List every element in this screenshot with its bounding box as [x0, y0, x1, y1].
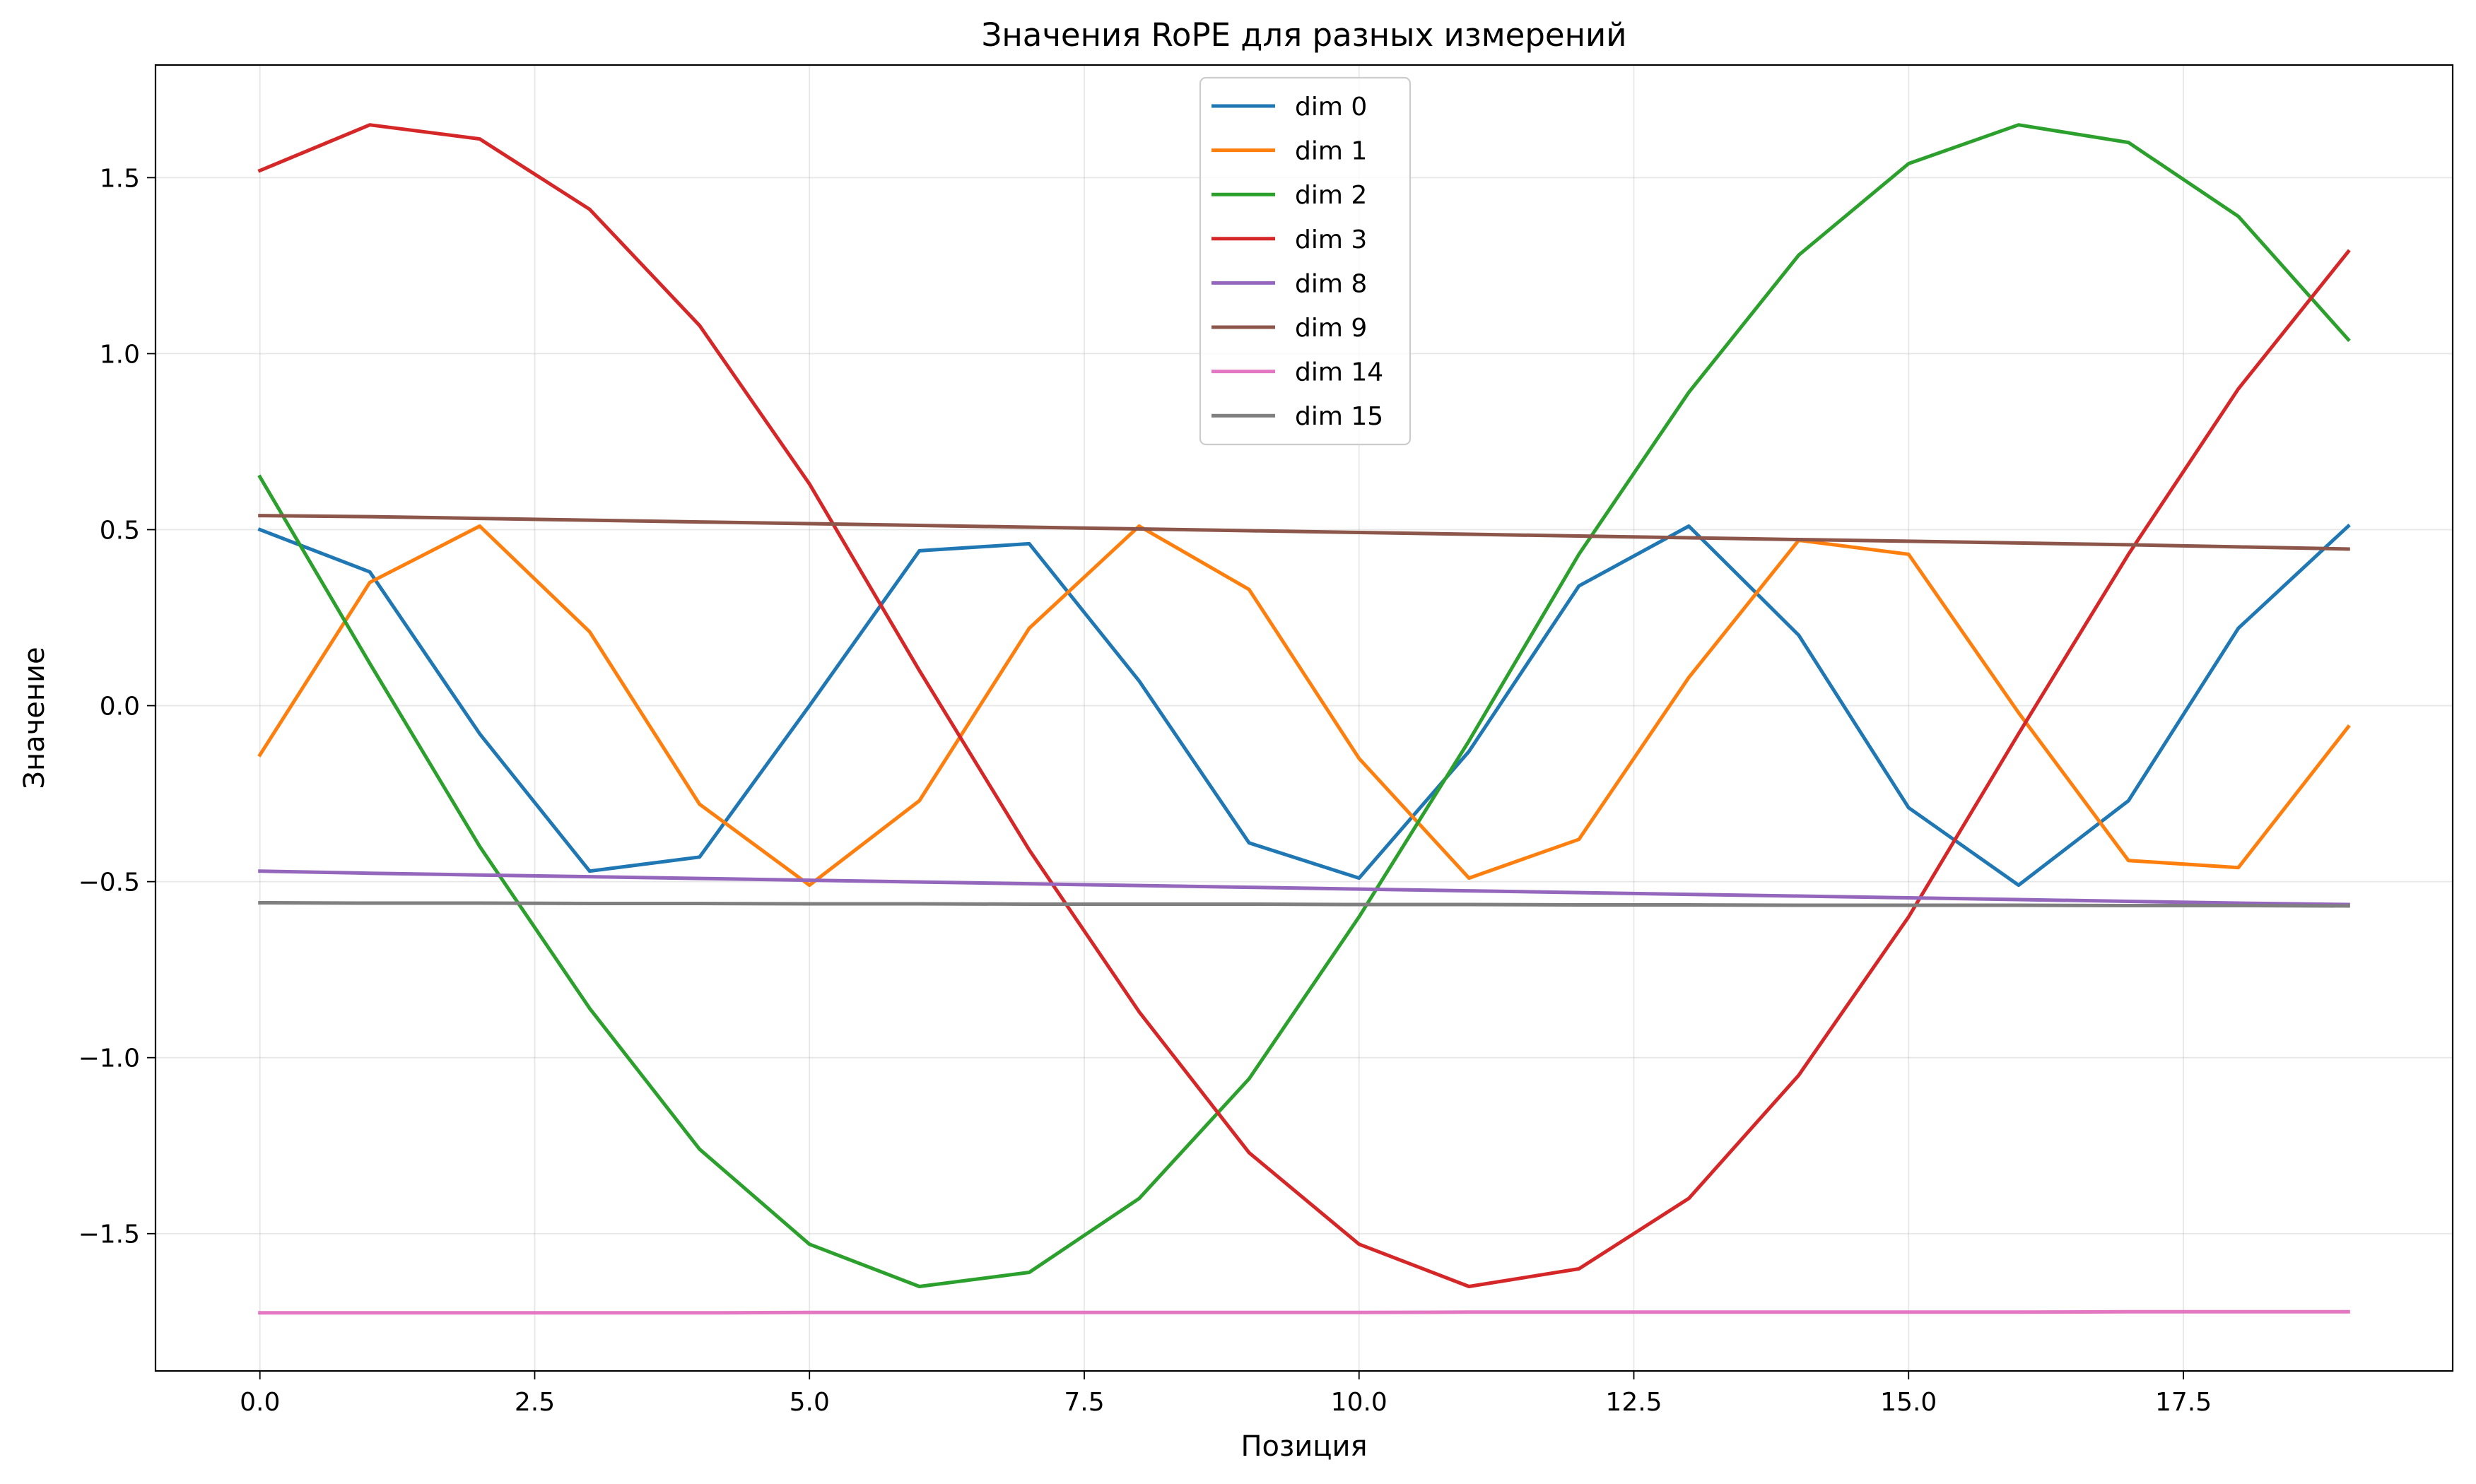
- x-tick-label: 10.0: [1331, 1388, 1387, 1417]
- y-tick-label: 0.5: [100, 517, 140, 546]
- y-axis-title: Значение: [18, 647, 51, 789]
- legend-label: dim 15: [1295, 402, 1383, 431]
- x-tick-label: 15.0: [1880, 1388, 1937, 1417]
- plot-frame: [154, 64, 2454, 1372]
- series-line-dim-0: [257, 523, 2351, 888]
- legend-label: dim 8: [1295, 269, 1367, 298]
- legend-label: dim 14: [1295, 358, 1383, 387]
- legend-frame: [1199, 76, 1412, 446]
- x-tick-label: 2.5: [515, 1388, 555, 1417]
- x-tick-label: 0.0: [240, 1388, 280, 1417]
- y-tick-label: 1.5: [100, 164, 140, 193]
- legend: dim 0 dim 1 dim 2 dim 3 dim 8 dim 9 dim 14 dim …: [1199, 76, 1412, 446]
- series-line-dim-8: [258, 869, 2350, 907]
- y-tick-label: 0.0: [100, 693, 140, 722]
- legend-label: dim 1: [1295, 137, 1367, 166]
- series-line-dim-9: [258, 514, 2350, 551]
- x-axis-title: Позиция: [1240, 1430, 1367, 1463]
- legend-label: dim 9: [1295, 314, 1367, 343]
- series-line-dim-2: [257, 123, 2351, 1288]
- y-tick-label: −0.5: [78, 868, 140, 897]
- y-tick-label: −1.0: [78, 1044, 140, 1073]
- x-tick-label: 5.0: [790, 1388, 830, 1417]
- legend-label: dim 0: [1295, 93, 1367, 122]
- x-tick-label: 7.5: [1064, 1388, 1104, 1417]
- legend-label: dim 2: [1295, 181, 1367, 210]
- series-line-dim-14: [258, 1309, 2350, 1315]
- x-tick-label: 12.5: [1605, 1388, 1662, 1417]
- chart-title: Значения RoPE для разных измерений: [982, 16, 1627, 54]
- series-line-dim-3: [257, 123, 2351, 1288]
- series-line-dim-15: [258, 900, 2350, 908]
- y-tick-label: −1.5: [78, 1220, 140, 1249]
- axis-ticks: 0.0 2.5 5.0 7.5 10.0 12.5 15.0 17.5 −1.5 −1.0 −0.5…: [78, 164, 2212, 1417]
- y-tick-label: 1.0: [100, 340, 140, 369]
- legend-label: dim 3: [1295, 225, 1367, 254]
- series-lines: [257, 123, 2351, 1315]
- series-line-dim-1: [257, 524, 2351, 888]
- x-tick-label: 17.5: [2155, 1388, 2212, 1417]
